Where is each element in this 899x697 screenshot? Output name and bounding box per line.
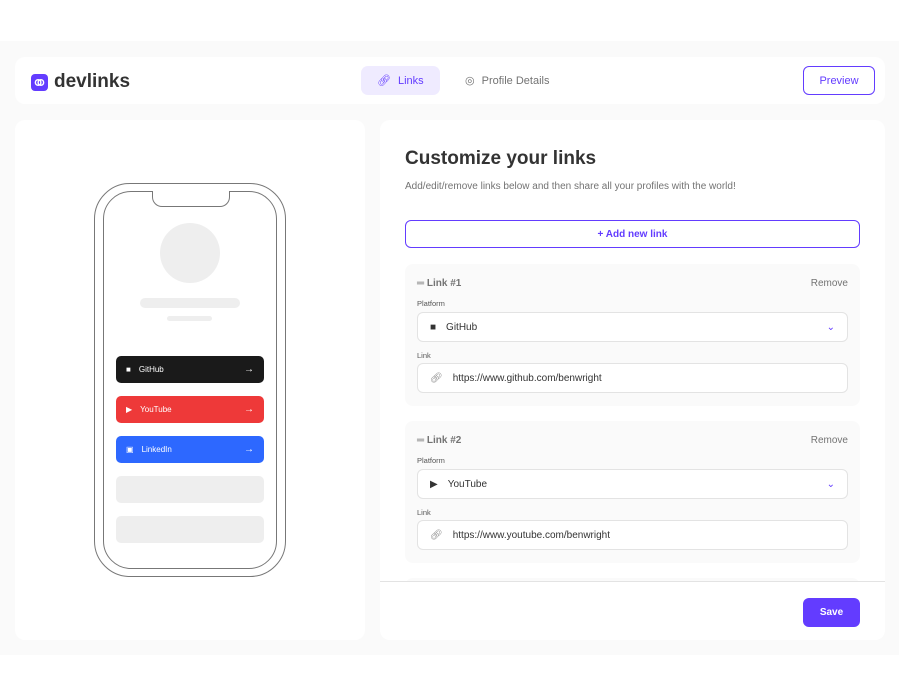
- page-title: Customize your links: [405, 148, 597, 169]
- top-nav: devlinks 🔗︎ Links ◎ Profile Details Previe…: [15, 57, 885, 104]
- profile-icon: ◎: [465, 75, 475, 87]
- page-subtitle: Add/edit/remove links below and then sha…: [405, 181, 736, 192]
- platform-select[interactable]: ■ GitHub ⌄: [417, 312, 848, 342]
- link-card: ═ Link #2 Remove Platform ▶ YouTube ⌄ Link…: [405, 421, 860, 563]
- footer-bar: Save: [380, 581, 885, 640]
- phone-mockup: [94, 183, 286, 577]
- empty-link-placeholder: [116, 476, 264, 503]
- preview-link-label: LinkedIn: [141, 445, 172, 454]
- logo[interactable]: devlinks: [31, 71, 130, 93]
- link-card: ═ Link #1 Remove Platform ■ GitHub ⌄ Link …: [405, 264, 860, 406]
- link-url-input[interactable]: 🔗︎ https://www.github.com/benwright: [417, 363, 848, 393]
- youtube-icon: ▶: [126, 405, 133, 414]
- github-icon: ■: [126, 365, 131, 374]
- name-placeholder: [140, 298, 240, 308]
- platform-select[interactable]: ▶ YouTube ⌄: [417, 469, 848, 499]
- preview-link-label: YouTube: [140, 405, 172, 414]
- youtube-icon: ▶: [430, 478, 438, 490]
- link-label: Link: [417, 508, 431, 517]
- phone-preview-panel: ■ GitHub → ▶ YouTube → ▣ LinkedIn →: [15, 120, 365, 640]
- preview-button[interactable]: Preview: [803, 66, 875, 95]
- link-label: Link: [417, 351, 431, 360]
- link-card-title[interactable]: ═ Link #2: [417, 435, 462, 446]
- preview-link-youtube[interactable]: ▶ YouTube →: [116, 396, 264, 423]
- link-card-title[interactable]: ═ Link #1: [417, 278, 462, 289]
- drag-handle-icon: ═: [417, 435, 427, 446]
- platform-label: Platform: [417, 456, 445, 465]
- link-url-input[interactable]: 🔗︎ https://www.youtube.com/benwright: [417, 520, 848, 550]
- tab-links[interactable]: 🔗︎ Links: [361, 66, 440, 95]
- app-name: devlinks: [54, 71, 131, 92]
- add-new-link-button[interactable]: + Add new link: [405, 220, 860, 248]
- chevron-down-icon: ⌄: [826, 478, 835, 490]
- link-icon: 🔗︎: [430, 529, 443, 541]
- platform-label: Platform: [417, 299, 445, 308]
- empty-link-placeholder: [116, 516, 264, 543]
- linkedin-icon: ▣: [126, 445, 134, 454]
- tab-profile-label: Profile Details: [481, 74, 550, 87]
- arrow-right-icon: →: [244, 404, 254, 415]
- save-button[interactable]: Save: [803, 598, 860, 627]
- drag-handle-icon: ═: [417, 278, 427, 289]
- preview-link-label: GitHub: [138, 365, 164, 374]
- logo-icon: [31, 73, 48, 91]
- link-icon: 🔗︎: [377, 75, 391, 87]
- remove-button[interactable]: Remove: [810, 278, 848, 289]
- link-icon: 🔗︎: [430, 372, 443, 384]
- tab-links-label: Links: [397, 74, 424, 87]
- arrow-right-icon: →: [244, 444, 254, 455]
- email-placeholder: [167, 316, 212, 321]
- preview-link-github[interactable]: ■ GitHub →: [116, 356, 264, 383]
- remove-button[interactable]: Remove: [810, 435, 848, 446]
- tab-profile-details[interactable]: ◎ Profile Details: [449, 66, 565, 95]
- avatar-placeholder: [160, 223, 220, 283]
- preview-link-linkedin[interactable]: ▣ LinkedIn →: [116, 436, 264, 463]
- chevron-down-icon: ⌄: [826, 321, 835, 333]
- github-icon: ■: [430, 321, 437, 333]
- arrow-right-icon: →: [244, 364, 254, 375]
- links-editor: Customize your links Add/edit/remove lin…: [380, 120, 885, 640]
